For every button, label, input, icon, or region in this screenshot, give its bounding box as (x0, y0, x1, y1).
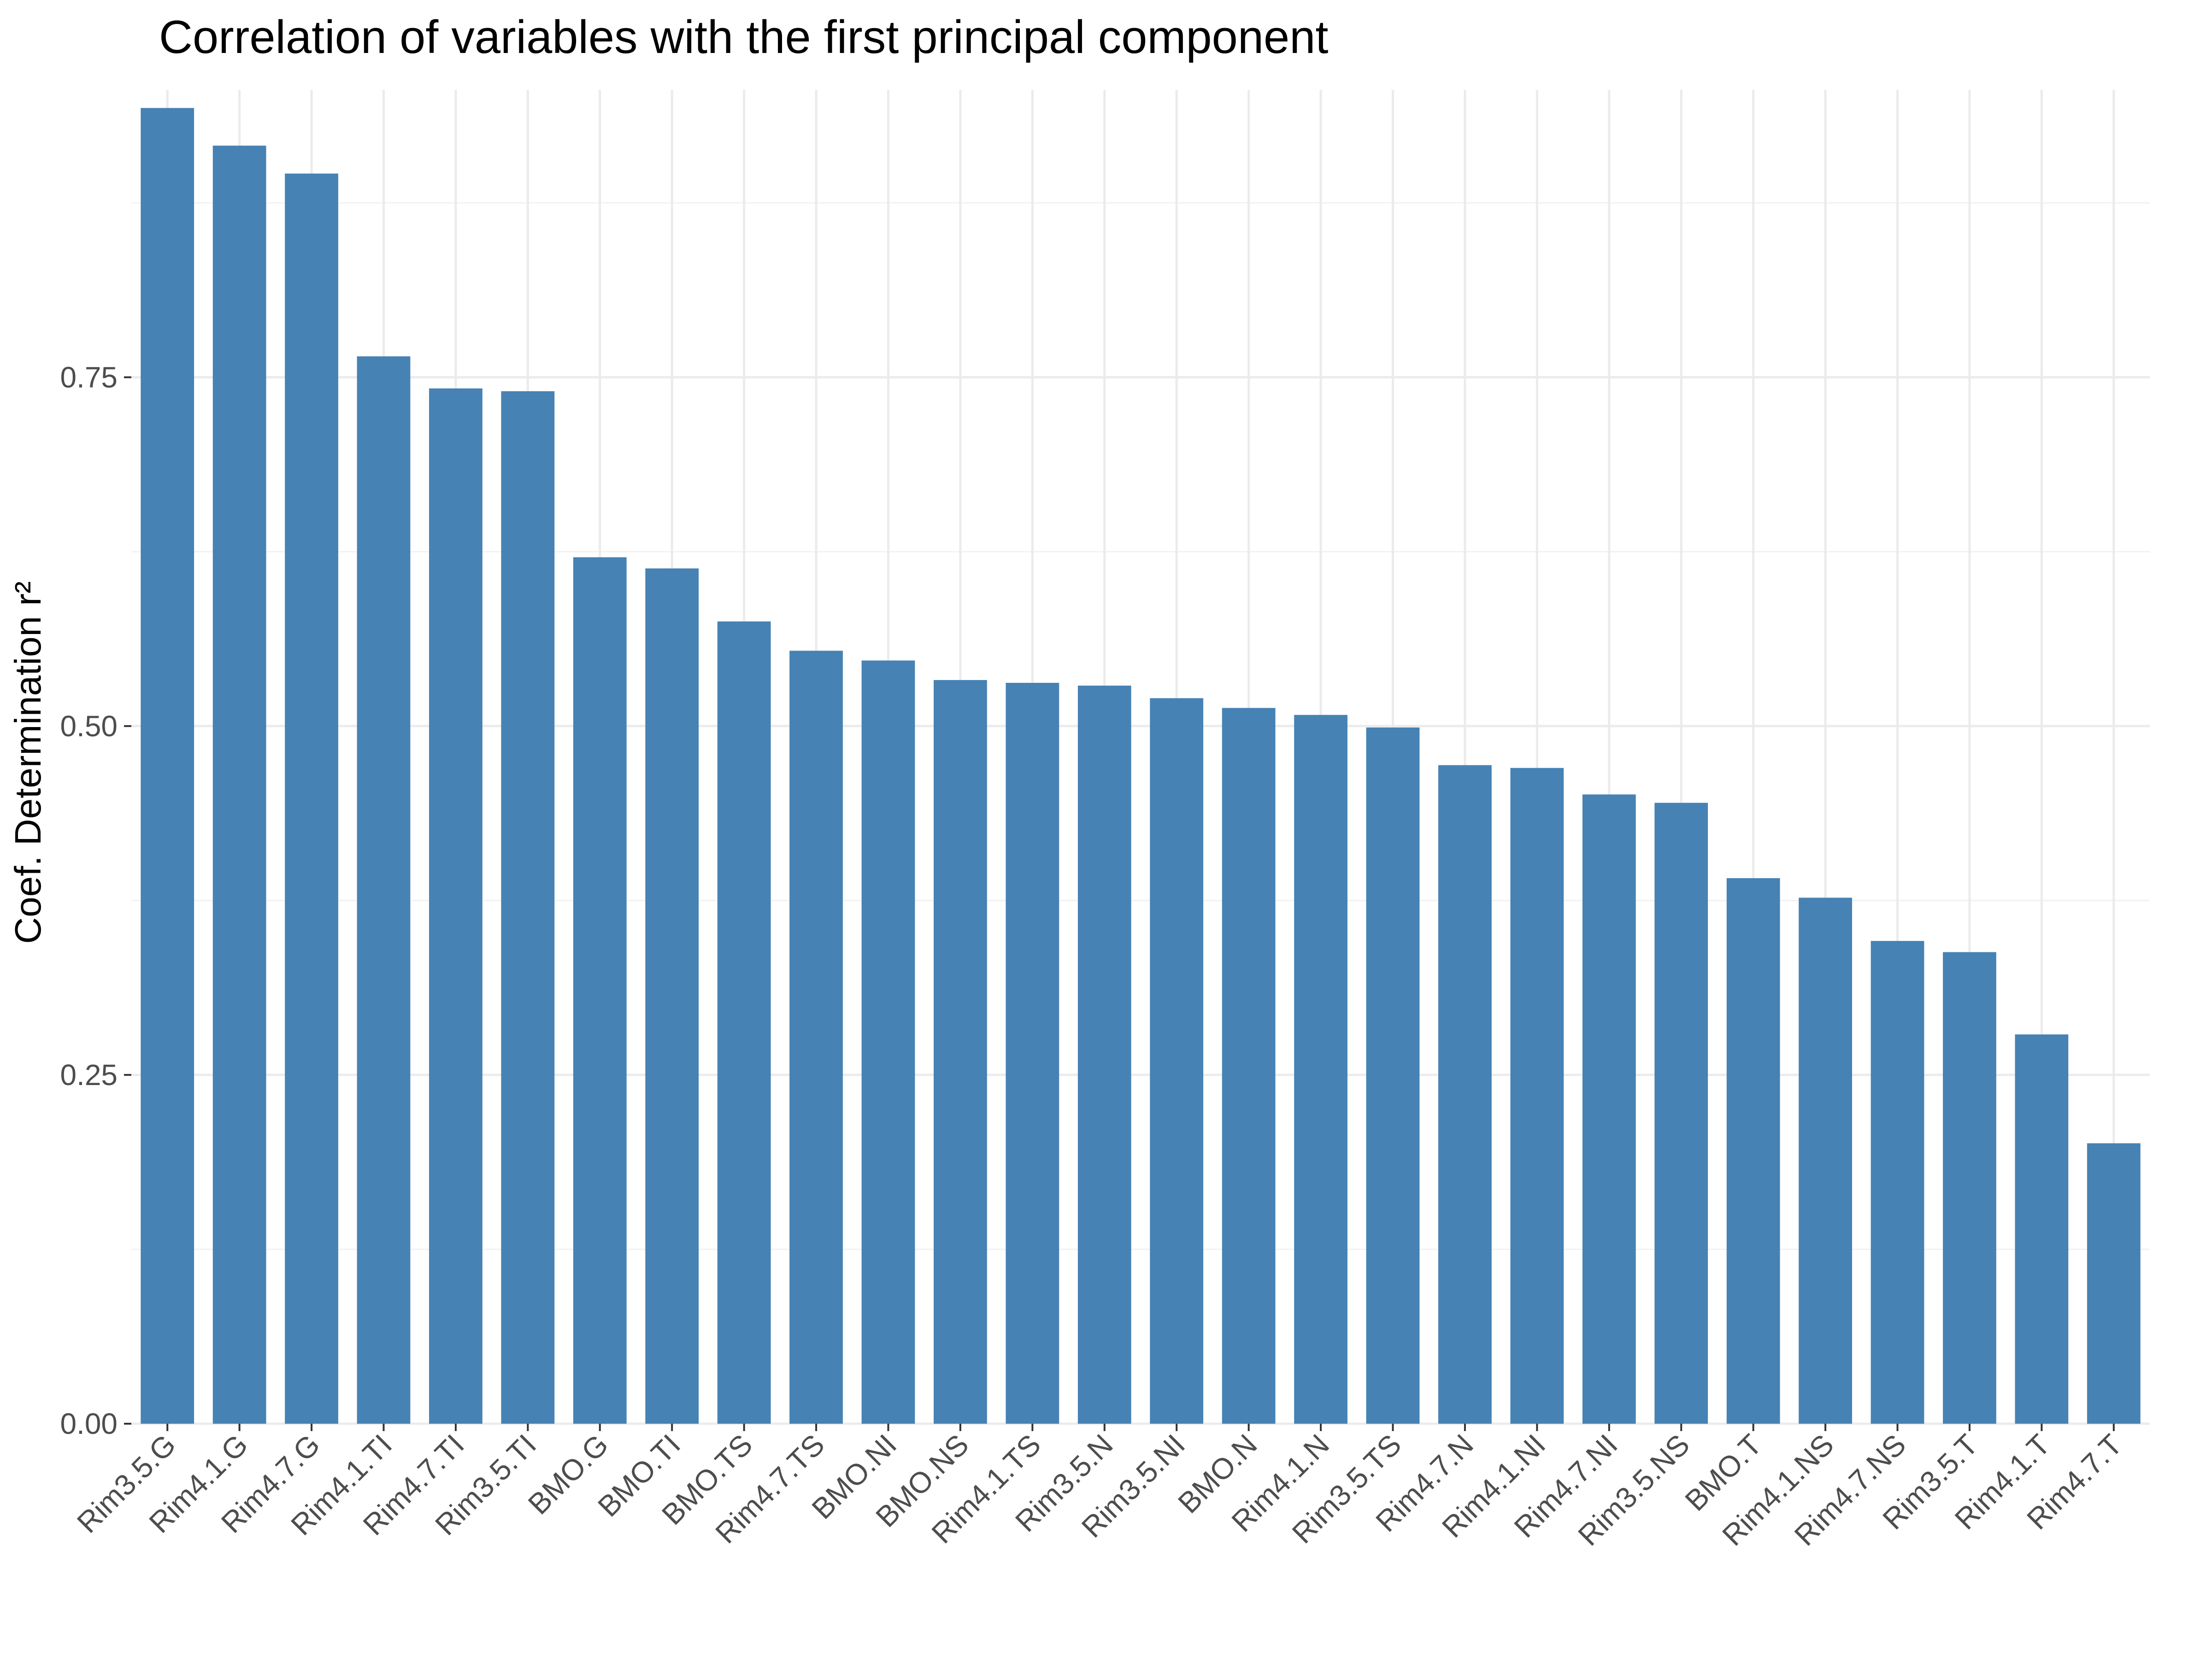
bar-bmo-ni (861, 660, 915, 1424)
bar-rim3-5-t (1943, 952, 1996, 1424)
bar-rim4-1-ni (1510, 768, 1564, 1424)
y-tick-label: 0.25 (60, 1058, 118, 1092)
y-tick-label: 0.00 (60, 1407, 118, 1440)
bars (141, 108, 2141, 1424)
bar-rim3-5-ti (501, 391, 555, 1424)
bar-rim3-5-g (141, 108, 194, 1424)
bar-rim3-5-ts (1366, 727, 1420, 1424)
y-axis: 0.00 0.25 0.50 0.75 (60, 361, 131, 1440)
bar-rim4-7-ns (1871, 941, 1924, 1424)
bar-rim4-1-ns (1799, 898, 1852, 1424)
bar-bmo-n (1222, 708, 1276, 1424)
bar-bmo-ts (717, 621, 771, 1424)
bar-rim3-5-n (1077, 686, 1131, 1424)
bar-bmo-t (1726, 878, 1780, 1424)
y-tick-label: 0.50 (60, 710, 118, 743)
y-tick-label: 0.75 (60, 361, 118, 394)
bar-rim4-1-ti (357, 356, 411, 1424)
y-axis-label: Coef. Determination r² (7, 581, 48, 944)
bar-rim4-1-g (212, 146, 266, 1424)
bar-rim4-7-ti (429, 388, 482, 1424)
bar-rim4-1-n (1294, 715, 1347, 1424)
bar-rim4-7-n (1438, 765, 1492, 1424)
bar-rim3-5-ns (1654, 803, 1708, 1424)
bar-rim4-7-ts (789, 651, 843, 1424)
bar-bmo-ns (934, 680, 987, 1424)
bar-bmo-g (573, 557, 627, 1424)
bar-rim4-7-g (285, 173, 338, 1424)
bar-bmo-ti (645, 568, 699, 1424)
bar-rim4-7-ni (1582, 794, 1636, 1424)
bar-rim3-5-ni (1150, 698, 1204, 1424)
bar-rim4-7-t (2087, 1143, 2141, 1424)
x-axis: Rim3.5.GRim4.1.GRim4.7.GRim4.1.TIRim4.7.… (71, 1424, 2129, 1552)
bar-rim4-1-ts (1006, 682, 1059, 1424)
chart-title: Correlation of variables with the first … (159, 12, 1328, 63)
bar-rim4-1-t (2015, 1034, 2069, 1424)
